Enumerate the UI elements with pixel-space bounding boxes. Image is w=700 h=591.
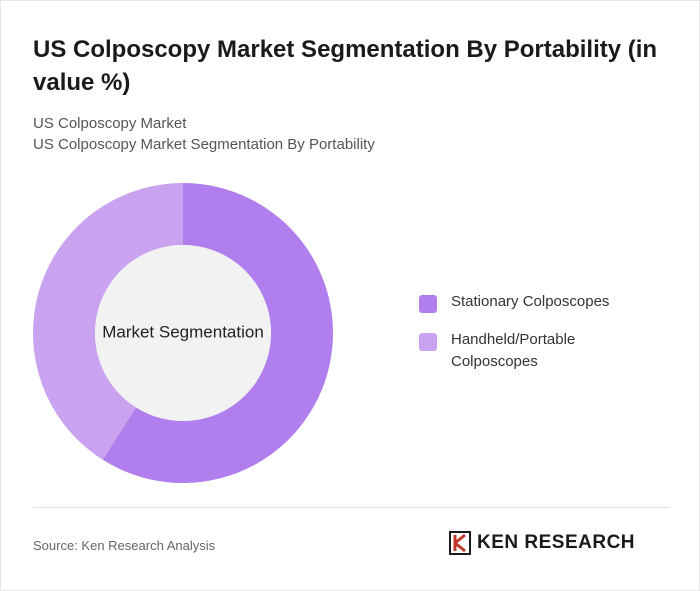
legend-swatch bbox=[419, 295, 437, 313]
legend-item: Handheld/Portable Colposcopes bbox=[419, 329, 649, 373]
center-label: Market Segmentation bbox=[102, 322, 264, 341]
separator bbox=[33, 507, 669, 508]
legend: Stationary Colposcopes Handheld/Portable … bbox=[419, 291, 649, 389]
legend-label: Handheld/Portable Colposcopes bbox=[451, 331, 576, 370]
legend-item: Stationary Colposcopes bbox=[419, 291, 649, 313]
donut-slice bbox=[32, 183, 183, 460]
chart-title: US Colposcopy Market Segmentation By Por… bbox=[33, 36, 658, 96]
legend-label: Stationary Colposcopes bbox=[451, 293, 610, 310]
logo-icon bbox=[449, 531, 471, 555]
source: Source: Ken Research Analysis bbox=[33, 538, 216, 553]
legend-swatch bbox=[419, 333, 437, 351]
logo-text: KEN RESEARCH bbox=[477, 532, 636, 553]
donut-chart: Market Segmentation bbox=[32, 183, 333, 483]
donut-slice bbox=[102, 183, 333, 483]
subtitle: US Colposcopy Market Segmentation By Por… bbox=[33, 136, 375, 153]
logo: KEN RESEARCH bbox=[449, 531, 635, 555]
subtitle: US Colposcopy Market bbox=[33, 115, 187, 132]
donut-hole bbox=[95, 245, 271, 421]
